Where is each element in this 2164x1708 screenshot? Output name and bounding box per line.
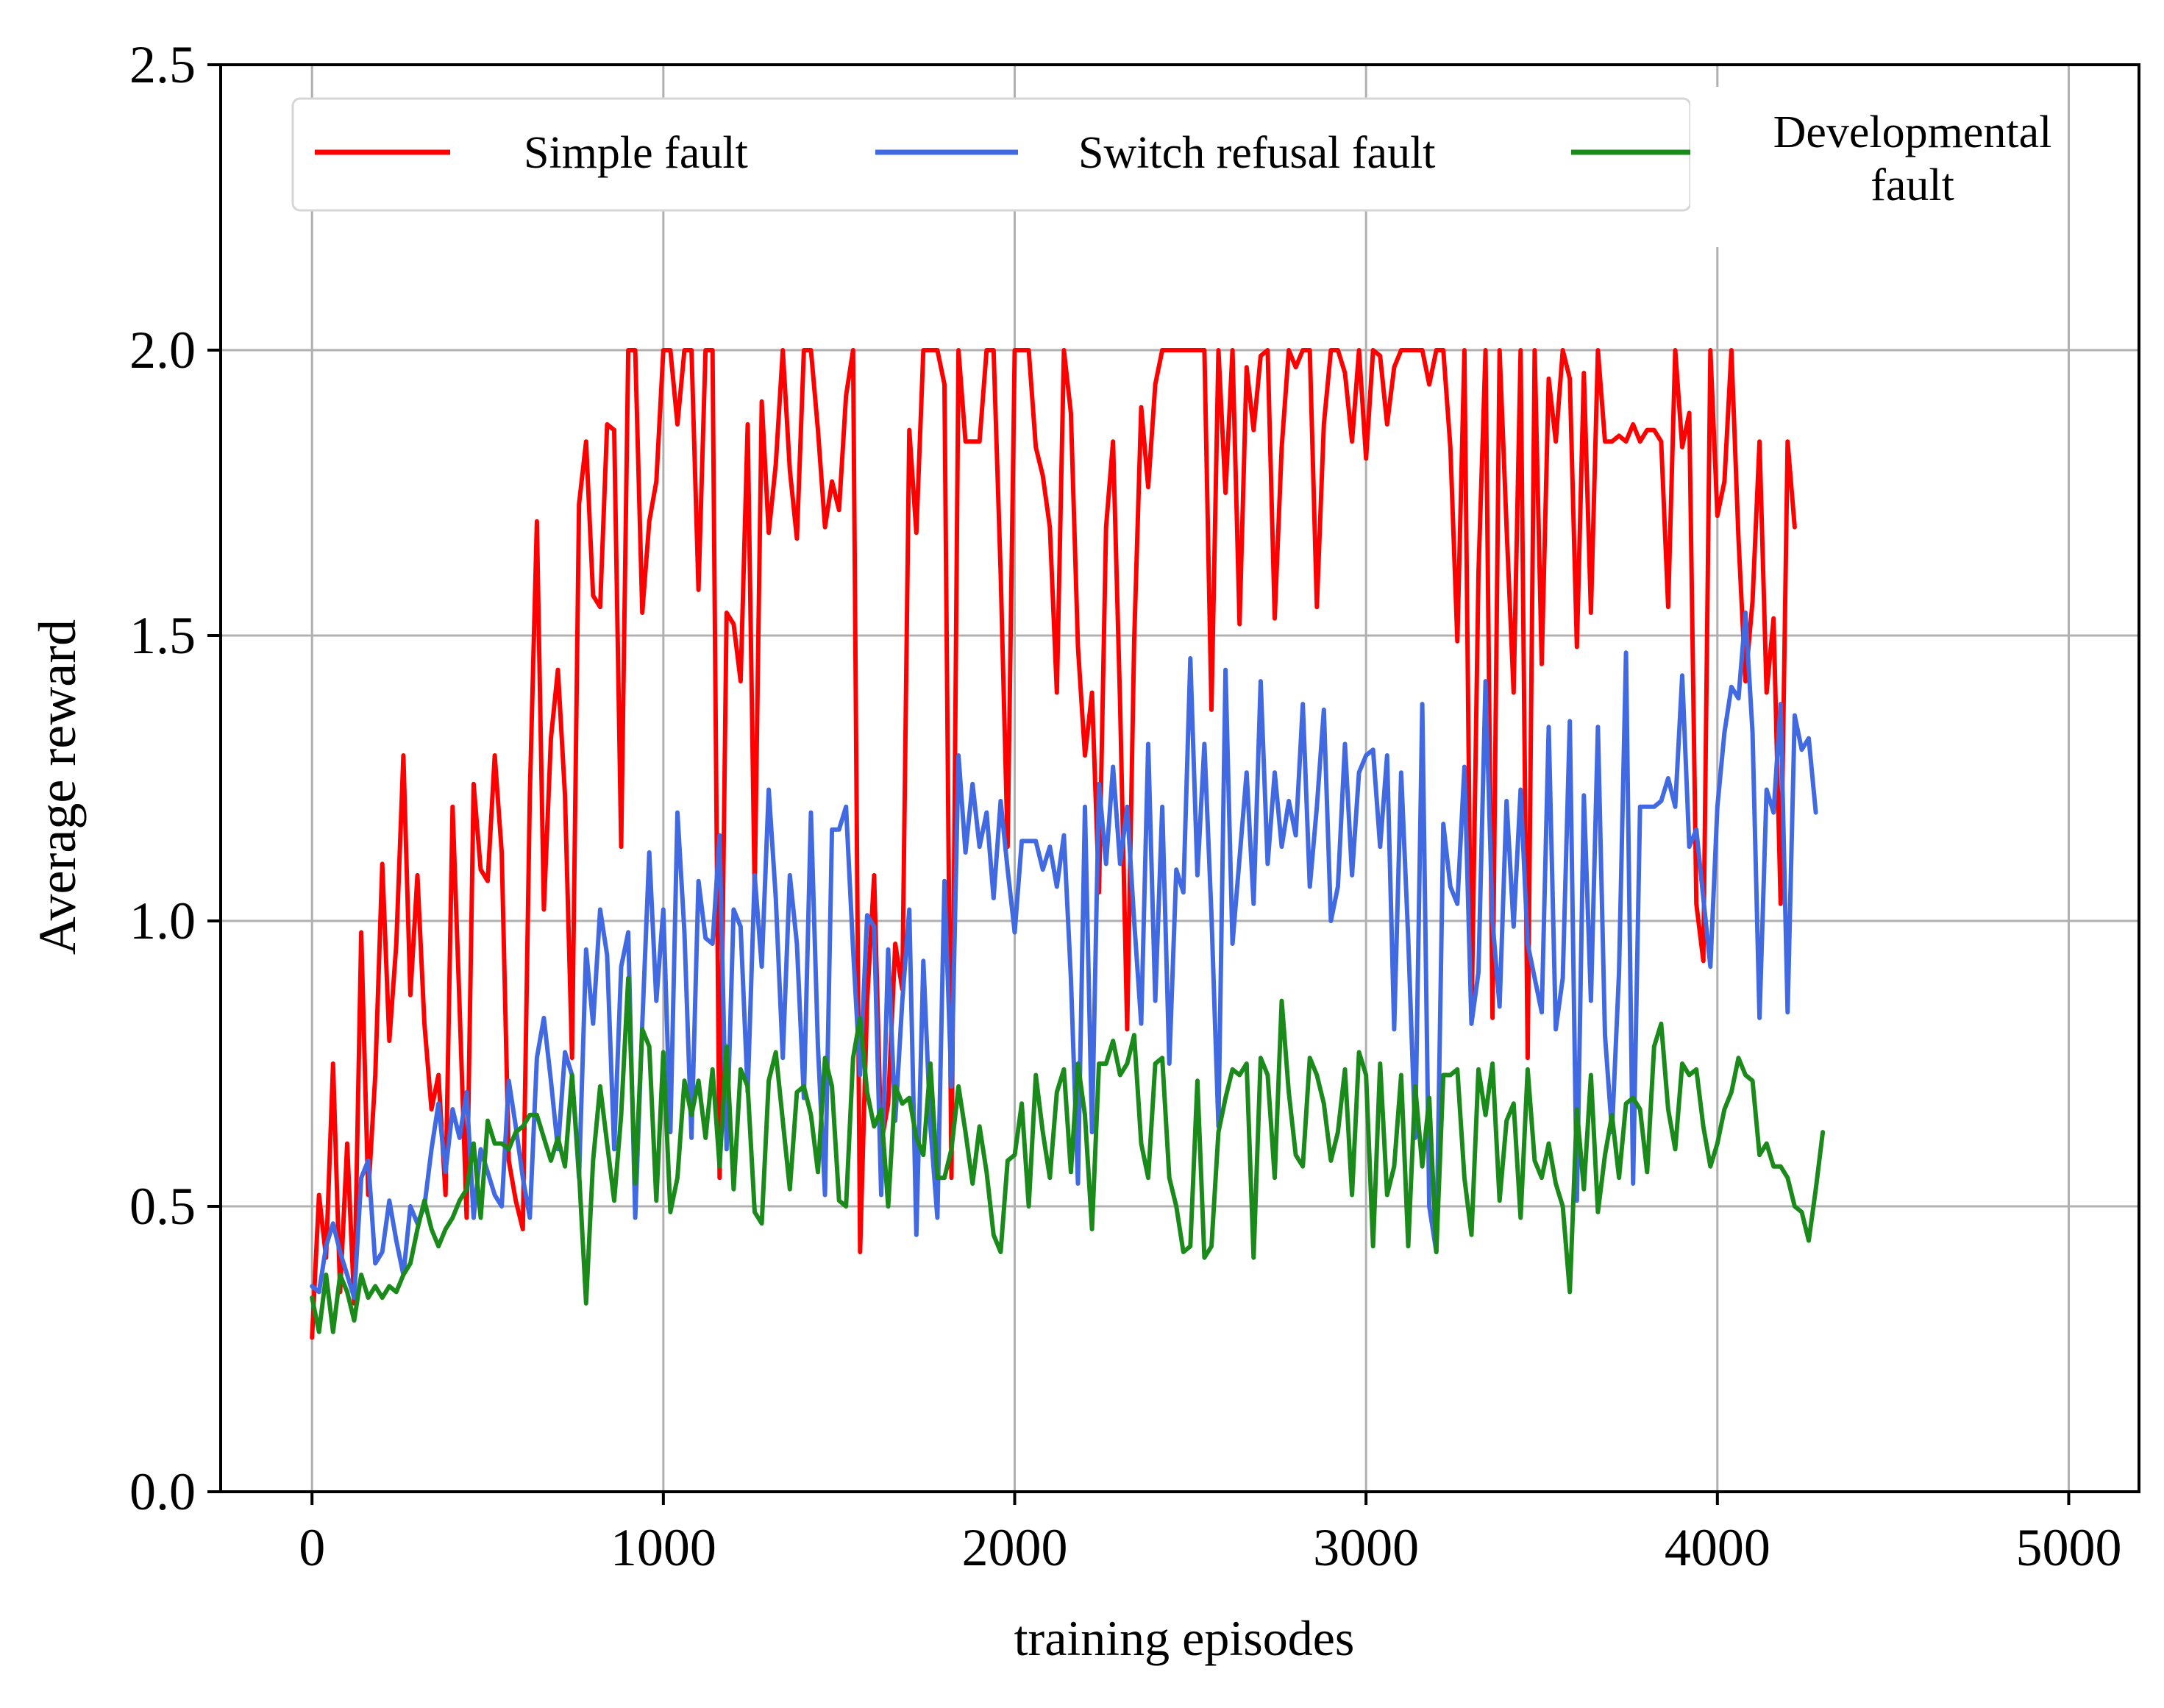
axis-ticks: 0 1000 2000 3000 4000 5000 0.0 0.5 1.0 1.5 2.0 2.5 — [129, 35, 2121, 1577]
x-tick-label: 3000 — [1313, 1518, 1419, 1577]
x-tick-label: 1000 — [611, 1518, 716, 1577]
series-line-switch-refusal-fault — [310, 611, 1818, 1300]
x-tick-label: 5000 — [2015, 1518, 2121, 1577]
x-tick-label: 4000 — [1665, 1518, 1770, 1577]
y-tick-label: 2.0 — [129, 321, 196, 380]
legend: Simple fault Switch refusal fault Develo… — [291, 87, 2052, 247]
series-lines — [310, 348, 1826, 1340]
x-tick-label: 0 — [299, 1518, 325, 1577]
legend-overflow-bg — [1690, 87, 1939, 247]
y-tick-label: 0.5 — [129, 1177, 196, 1236]
series-line-developmental-fault — [310, 975, 1826, 1334]
series-line-simple-fault — [310, 348, 1797, 1340]
legend-label-developmental-fault: Developmental fault — [1773, 107, 2052, 210]
x-axis-label: training episodes — [1014, 1610, 1355, 1666]
y-tick-label: 2.5 — [129, 35, 196, 94]
y-tick-label: 1.0 — [129, 892, 196, 950]
x-tick-label: 2000 — [962, 1518, 1068, 1577]
legend-label-switch-refusal-fault: Switch refusal fault — [1078, 128, 1436, 178]
y-tick-label: 0.0 — [129, 1462, 196, 1521]
legend-label-simple-fault: Simple fault — [524, 128, 748, 178]
y-tick-label: 1.5 — [129, 606, 196, 665]
y-axis-label: Average reward — [28, 619, 87, 955]
plot-frame — [219, 63, 2140, 1493]
